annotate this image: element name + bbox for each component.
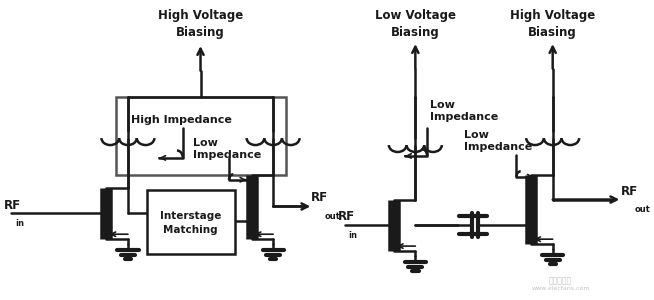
Text: RF: RF [5, 200, 22, 212]
Text: 电子发烧友: 电子发烧友 [549, 277, 572, 286]
Text: Matching: Matching [164, 225, 218, 235]
Text: out: out [325, 212, 341, 221]
Text: out: out [635, 206, 651, 214]
Text: High Voltage: High Voltage [510, 9, 595, 22]
Text: Low
Impedance: Low Impedance [430, 100, 498, 122]
Text: Low
Impedance: Low Impedance [464, 130, 532, 152]
Text: Biasing: Biasing [391, 26, 439, 39]
Text: RF: RF [621, 184, 638, 198]
Text: Biasing: Biasing [176, 26, 225, 39]
Text: High Impedance: High Impedance [131, 115, 232, 125]
Text: in: in [15, 219, 24, 228]
Text: RF: RF [311, 191, 328, 205]
Text: Low Voltage: Low Voltage [375, 9, 456, 22]
Text: High Voltage: High Voltage [158, 9, 243, 22]
Text: in: in [349, 231, 358, 240]
Text: Biasing: Biasing [528, 26, 577, 39]
Bar [146, 190, 235, 254]
Text: RF: RF [338, 210, 355, 223]
Text: www.elecfans.com: www.elecfans.com [531, 286, 590, 291]
Text: Interstage: Interstage [160, 211, 222, 221]
Bar [116, 98, 286, 175]
Text: Low
Impedance: Low Impedance [193, 138, 261, 160]
